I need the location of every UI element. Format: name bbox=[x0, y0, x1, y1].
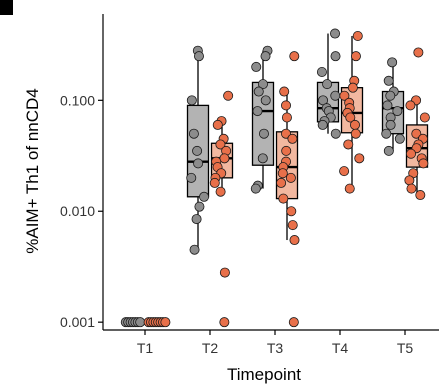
data-point bbox=[323, 80, 332, 89]
data-point bbox=[386, 91, 395, 100]
data-point bbox=[282, 146, 291, 155]
data-point bbox=[224, 91, 233, 100]
data-point bbox=[189, 129, 198, 138]
data-point bbox=[281, 101, 290, 110]
data-point bbox=[331, 91, 340, 100]
data-point bbox=[187, 96, 196, 105]
data-point bbox=[192, 214, 201, 223]
data-point bbox=[195, 202, 204, 211]
data-point bbox=[288, 134, 297, 143]
y-tick-label: 0.001 bbox=[60, 314, 95, 330]
data-point bbox=[278, 169, 287, 178]
x-tick-label: T2 bbox=[202, 340, 219, 356]
data-point bbox=[210, 178, 219, 187]
data-point bbox=[340, 167, 349, 176]
data-point bbox=[261, 96, 270, 105]
data-point bbox=[258, 154, 267, 163]
data-point bbox=[286, 173, 295, 182]
data-point bbox=[194, 159, 203, 168]
data-point bbox=[187, 173, 196, 182]
data-point bbox=[252, 62, 261, 71]
data-point bbox=[220, 268, 229, 277]
data-point bbox=[416, 190, 425, 199]
data-point bbox=[414, 48, 423, 57]
data-point bbox=[190, 245, 199, 254]
data-point bbox=[345, 184, 354, 193]
data-point bbox=[213, 120, 222, 129]
data-point bbox=[330, 29, 339, 38]
data-point bbox=[406, 149, 415, 158]
data-point bbox=[194, 52, 203, 61]
data-point bbox=[192, 146, 201, 155]
data-point bbox=[136, 318, 145, 327]
x-axis-ticks: T1 T2 T3 T4 T5 bbox=[137, 330, 414, 356]
y-tick-label: 0.010 bbox=[60, 203, 95, 219]
data-point bbox=[406, 101, 415, 110]
x-tick-label: T3 bbox=[267, 340, 284, 356]
data-point bbox=[383, 101, 392, 110]
data-point bbox=[331, 129, 340, 138]
data-point bbox=[351, 129, 360, 138]
data-point bbox=[199, 192, 208, 201]
data-point bbox=[386, 120, 395, 129]
data-point bbox=[253, 106, 262, 115]
data-point bbox=[355, 154, 364, 163]
data-point bbox=[353, 31, 362, 40]
data-point bbox=[288, 221, 297, 230]
data-point bbox=[405, 176, 414, 185]
data-point bbox=[279, 194, 288, 203]
data-point bbox=[331, 52, 340, 61]
x-axis-title: Timepoint bbox=[227, 365, 301, 384]
data-point bbox=[348, 83, 357, 92]
data-point bbox=[350, 120, 359, 129]
data-point bbox=[351, 52, 360, 61]
y-axis-title: %AIM+ Th1 of nnCD4 bbox=[23, 88, 42, 254]
data-point bbox=[161, 318, 170, 327]
data-point bbox=[384, 146, 393, 155]
data-point bbox=[419, 159, 428, 168]
data-point bbox=[261, 52, 270, 61]
data-point bbox=[287, 207, 296, 216]
data-point bbox=[289, 318, 298, 327]
data-point bbox=[290, 235, 299, 244]
plot-area bbox=[121, 29, 429, 327]
data-point bbox=[216, 187, 225, 196]
data-point bbox=[277, 178, 286, 187]
y-axis-ticks: 0.001 0.010 0.100 bbox=[60, 92, 103, 330]
data-point bbox=[251, 184, 260, 193]
data-point bbox=[290, 52, 299, 61]
data-point bbox=[384, 76, 393, 85]
data-point bbox=[280, 87, 289, 96]
data-point bbox=[220, 318, 229, 327]
x-tick-label: T4 bbox=[332, 340, 349, 356]
data-point bbox=[344, 140, 353, 149]
data-point bbox=[282, 113, 291, 122]
panel-corner-mark bbox=[0, 0, 13, 15]
data-point bbox=[318, 120, 327, 129]
data-point bbox=[220, 154, 229, 163]
data-point bbox=[254, 87, 263, 96]
y-tick-label: 0.100 bbox=[60, 92, 95, 108]
data-point bbox=[420, 113, 429, 122]
data-point bbox=[317, 67, 326, 76]
x-tick-label: T1 bbox=[137, 340, 154, 356]
x-tick-label: T5 bbox=[397, 340, 414, 356]
data-point bbox=[259, 129, 268, 138]
data-point bbox=[388, 58, 397, 67]
data-point bbox=[395, 134, 404, 143]
data-point bbox=[382, 129, 391, 138]
data-point bbox=[407, 184, 416, 193]
